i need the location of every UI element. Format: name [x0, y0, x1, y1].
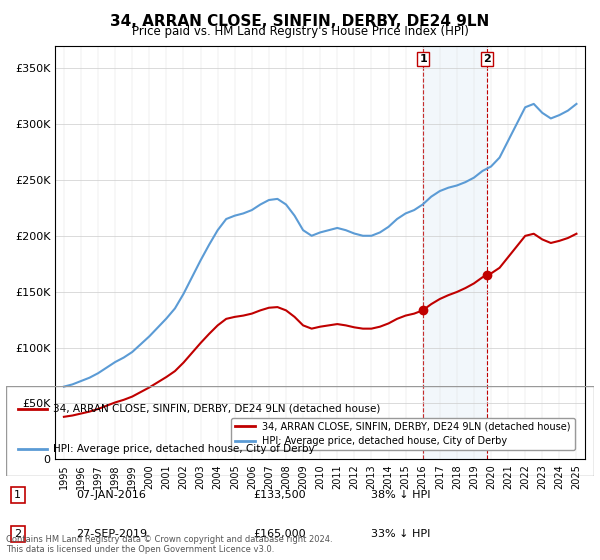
Text: 2: 2: [14, 529, 22, 539]
Text: Price paid vs. HM Land Registry's House Price Index (HPI): Price paid vs. HM Land Registry's House …: [131, 25, 469, 38]
Text: £133,500: £133,500: [253, 490, 305, 500]
Text: 27-SEP-2019: 27-SEP-2019: [77, 529, 148, 539]
Text: 1: 1: [419, 54, 427, 64]
Text: 2: 2: [483, 54, 491, 64]
Text: £165,000: £165,000: [253, 529, 305, 539]
Text: 1: 1: [14, 490, 21, 500]
Text: 34, ARRAN CLOSE, SINFIN, DERBY, DE24 9LN (detached house): 34, ARRAN CLOSE, SINFIN, DERBY, DE24 9LN…: [53, 404, 380, 414]
Text: Contains HM Land Registry data © Crown copyright and database right 2024.
This d: Contains HM Land Registry data © Crown c…: [6, 535, 332, 554]
Text: 38% ↓ HPI: 38% ↓ HPI: [371, 490, 430, 500]
Text: 34, ARRAN CLOSE, SINFIN, DERBY, DE24 9LN: 34, ARRAN CLOSE, SINFIN, DERBY, DE24 9LN: [110, 14, 490, 29]
Text: 07-JAN-2016: 07-JAN-2016: [77, 490, 146, 500]
Bar: [423, 46, 487, 459]
Text: 33% ↓ HPI: 33% ↓ HPI: [371, 529, 430, 539]
Legend: 34, ARRAN CLOSE, SINFIN, DERBY, DE24 9LN (detached house), HPI: Average price, d: 34, ARRAN CLOSE, SINFIN, DERBY, DE24 9LN…: [232, 418, 575, 450]
Text: HPI: Average price, detached house, City of Derby: HPI: Average price, detached house, City…: [53, 444, 314, 454]
